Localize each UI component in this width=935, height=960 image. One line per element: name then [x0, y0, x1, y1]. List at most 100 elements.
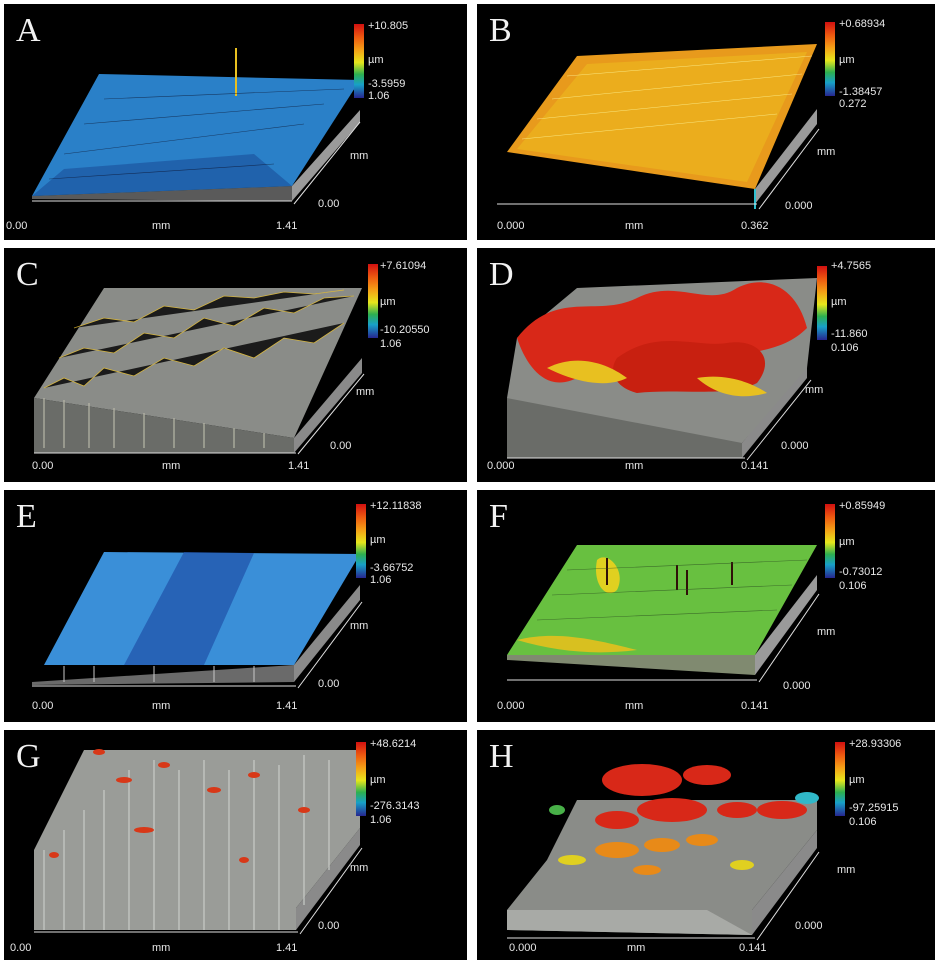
scale-min-label: -11.860 [831, 328, 868, 340]
x-axis-start-label: 0.000 [497, 700, 525, 712]
color-scale-bar [825, 22, 835, 96]
panel-e: E +12.11838 µm -3.66752 1.06 mm 0.00 0.0… [4, 490, 467, 722]
x-axis-end-label: 0.362 [741, 220, 769, 232]
panel-letter: F [489, 498, 508, 535]
panel-d: D +4.7565 µm -11.860 0.106 mm 0.000 0.00… [477, 248, 935, 482]
color-scale-bar [817, 266, 827, 340]
y-axis-unit-label: mm [817, 146, 836, 158]
x-axis-start-label: 0.000 [509, 942, 537, 954]
y-axis-start-label: 0.000 [781, 440, 809, 452]
x-axis-start-label: 0.00 [32, 700, 54, 712]
scale-min-label: -0.73012 [839, 566, 883, 578]
x-axis-end-label: 0.141 [741, 460, 769, 472]
scale-max-label: +12.11838 [370, 500, 422, 512]
x-axis-end-label: 1.41 [276, 942, 298, 954]
x-axis-unit-label: mm [627, 942, 646, 954]
panel-c: C +7.61094 µm -10.20550 1.06 mm 0.00 0.0… [4, 248, 467, 482]
x-axis-start-label: 0.00 [32, 460, 54, 472]
x-axis-end-label: 0.141 [739, 942, 767, 954]
y-axis-start-label: 0.00 [318, 678, 340, 690]
y-axis-unit-label: mm [356, 386, 375, 398]
y-axis-unit-label: mm [817, 626, 836, 638]
color-scale-bar [835, 742, 845, 816]
scale-min-label: -97.25915 [849, 802, 899, 814]
panel-h: H +28.93306 µm -97.25915 0.106 mm 0.000 … [477, 730, 935, 960]
scale-min-label: -3.66752 [370, 562, 414, 574]
depth-label: 1.06 [370, 814, 392, 826]
x-axis-start-label: 0.000 [497, 220, 525, 232]
depth-label: 1.06 [370, 574, 392, 586]
scale-max-label: +10.805 [368, 20, 409, 32]
panel-letter: B [489, 12, 512, 49]
scale-unit-label: µm [839, 536, 855, 548]
depth-label: 0.106 [831, 342, 859, 354]
panel-a: A +10.805 µm -3.5959 1.06 mm 0.00 0.00 m… [4, 4, 467, 240]
surface-plot-b [497, 44, 820, 210]
panel-letter: D [489, 256, 514, 293]
y-axis-unit-label: mm [805, 384, 824, 396]
panel-letter: A [16, 12, 41, 49]
y-axis-unit-label: mm [350, 150, 369, 162]
y-axis-unit-label: mm [350, 862, 369, 874]
y-axis-start-label: 0.000 [795, 920, 823, 932]
scale-unit-label: µm [380, 296, 396, 308]
x-axis-unit-label: mm [625, 220, 644, 232]
surface-plot-e [32, 552, 363, 689]
panel-g: G +48.6214 µm -276.3143 1.06 mm 0.00 0.0… [4, 730, 467, 960]
panel-f: F +0.85949 µm -0.73012 0.106 mm 0.000 0.… [477, 490, 935, 722]
y-axis-unit-label: mm [350, 620, 369, 632]
scale-unit-label: µm [370, 534, 386, 546]
scale-min-label: -3.5959 [368, 78, 406, 90]
surface-plot-h [507, 764, 820, 941]
x-axis-end-label: 1.41 [288, 460, 310, 472]
scale-unit-label: µm [831, 296, 847, 308]
x-axis-end-label: 1.41 [276, 700, 298, 712]
x-axis-end-label: 1.41 [276, 220, 298, 232]
x-axis-start-label: 0.000 [487, 460, 515, 472]
scale-min-label: -276.3143 [370, 800, 420, 812]
depth-label: 1.06 [380, 338, 402, 350]
color-scale-bar [356, 504, 366, 578]
scale-unit-label: µm [849, 774, 865, 786]
y-axis-start-label: 0.00 [318, 920, 340, 932]
scale-max-label: +48.6214 [370, 738, 417, 750]
surface-plot-f [507, 545, 820, 683]
x-axis-unit-label: mm [152, 942, 171, 954]
panel-letter: E [16, 498, 37, 535]
panel-b: B +0.68934 µm -1.38457 0.272 mm 0.000 0.… [477, 4, 935, 240]
x-axis-unit-label: mm [152, 700, 171, 712]
x-axis-unit-label: mm [152, 220, 171, 232]
depth-label: 1.06 [368, 90, 390, 102]
scale-unit-label: µm [368, 54, 384, 66]
panel-letter: C [16, 256, 39, 293]
x-axis-end-label: 0.141 [741, 700, 769, 712]
color-scale-bar [825, 504, 835, 578]
scale-max-label: +7.61094 [380, 260, 427, 272]
color-scale-bar [368, 264, 378, 338]
panel-letter: G [16, 738, 41, 775]
scale-max-label: +0.85949 [839, 500, 886, 512]
color-scale-bar [356, 742, 366, 816]
depth-label: 0.106 [839, 580, 867, 592]
scale-max-label: +28.93306 [849, 738, 902, 750]
color-scale-bar [354, 24, 364, 98]
scale-min-label: -10.20550 [380, 324, 430, 336]
scale-max-label: +0.68934 [839, 18, 886, 30]
surface-plot-c [34, 288, 365, 455]
x-axis-unit-label: mm [162, 460, 181, 472]
x-axis-unit-label: mm [625, 460, 644, 472]
depth-label: 0.106 [849, 816, 877, 828]
panel-letter: H [489, 738, 514, 775]
y-axis-start-label: 0.000 [783, 680, 811, 692]
scale-max-label: +4.7565 [831, 260, 872, 272]
scale-unit-label: µm [370, 774, 386, 786]
surface-plot-d [507, 278, 817, 461]
y-axis-start-label: 0.00 [330, 440, 352, 452]
x-axis-unit-label: mm [625, 700, 644, 712]
y-axis-start-label: 0.000 [785, 200, 813, 212]
x-axis-start-label: 0.00 [10, 942, 32, 954]
surface-plot-a [32, 48, 361, 205]
depth-label: 0.272 [839, 98, 867, 110]
scale-unit-label: µm [839, 54, 855, 66]
scale-min-label: -1.38457 [839, 86, 883, 98]
